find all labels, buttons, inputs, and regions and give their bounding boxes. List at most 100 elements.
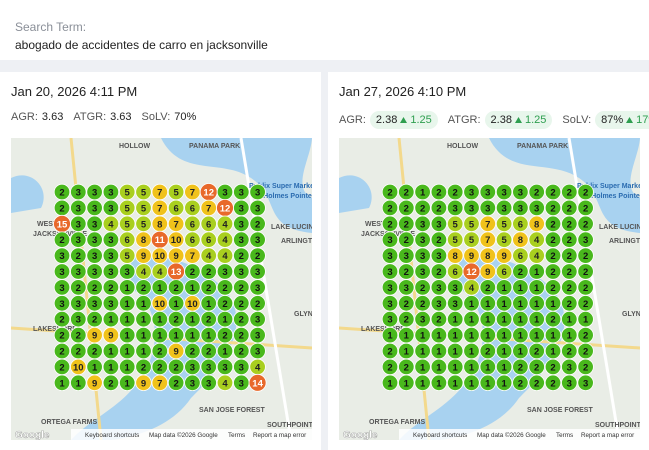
rank-label: 3 (125, 267, 130, 278)
rank-label: 1 (141, 347, 147, 358)
rank-label: 9 (501, 251, 506, 262)
rank-label: 5 (125, 219, 131, 230)
map-footer-text: Terms (228, 432, 245, 439)
rank-label: 3 (255, 283, 260, 294)
rank-label: 1 (436, 378, 442, 389)
rank-label: 3 (76, 188, 81, 199)
rank-label: 1 (567, 331, 573, 342)
rank-label: 1 (485, 378, 491, 389)
rank-marker (135, 374, 152, 392)
rank-label: 1 (518, 347, 524, 358)
highway (239, 138, 293, 440)
rank-label: 1 (404, 331, 410, 342)
google-logo: Google (15, 430, 50, 440)
rank-label: 1 (485, 315, 491, 326)
rank-label: 3 (255, 203, 260, 214)
rank-label: 1 (518, 299, 524, 310)
rank-label: 2 (534, 347, 539, 358)
rank-label: 5 (469, 235, 475, 246)
rank-label: 9 (173, 251, 178, 262)
rank-label: 3 (92, 235, 97, 246)
rank-label: 2 (222, 283, 227, 294)
map-label: WEST (37, 221, 58, 228)
metric-pill: 87% 17% (595, 111, 649, 129)
up-arrow-shape (626, 117, 634, 123)
rank-label: 2 (567, 188, 572, 199)
rank-label: 2 (173, 378, 178, 389)
rank-label: 3 (255, 235, 260, 246)
rank-label: 3 (59, 283, 64, 294)
rank-label: 2 (206, 315, 211, 326)
rank-label: 1 (485, 331, 491, 342)
rank-label: 2 (420, 203, 425, 214)
rank-marker (86, 374, 103, 392)
search-query: abogado de accidentes de carro en jackso… (15, 38, 268, 52)
map-label: at Holmes Pointe (583, 193, 640, 200)
rank-label: 3 (485, 203, 490, 214)
rank-label: 3 (206, 378, 211, 389)
rank-label: 2 (567, 267, 572, 278)
rank-label: 1 (453, 315, 459, 326)
rank-label: 4 (206, 251, 212, 262)
rank-label: 2 (239, 299, 244, 310)
rank-label: 3 (255, 315, 260, 326)
rank-label: 3 (255, 267, 260, 278)
rank-label: 3 (387, 235, 392, 246)
rank-label: 1 (125, 315, 131, 326)
rank-label: 1 (157, 331, 163, 342)
rank-marker (430, 374, 448, 392)
rank-label: 3 (76, 203, 81, 214)
rank-label: 3 (583, 378, 588, 389)
river (161, 138, 312, 233)
rank-label: 2 (157, 362, 162, 373)
map-label: LAKESHORE (361, 326, 405, 333)
rank-label: 1 (125, 283, 131, 294)
rank-label: 1 (550, 331, 556, 342)
map-footer-text: Map data ©2026 Google (477, 431, 546, 439)
rank-label: 3 (255, 331, 260, 342)
result-card: Jan 20, 2026 4:11 PM AGR: 3.63 ATGR: 3.63 SoL… (0, 72, 321, 450)
rank-label: 2 (387, 203, 392, 214)
rank-label: 3 (108, 235, 113, 246)
rank-label: 2 (583, 203, 588, 214)
rank-label: 2 (76, 283, 81, 294)
rank-label: 3 (420, 251, 425, 262)
rank-label: 1 (141, 315, 147, 326)
rank-label: 2 (453, 188, 458, 199)
rank-label: 5 (141, 219, 147, 230)
map-label: LAKESHORE (33, 326, 77, 333)
rank-label: 2 (190, 347, 195, 358)
rank-label: 2 (141, 362, 146, 373)
rank-label: 2 (567, 251, 572, 262)
rank-label: 2 (534, 362, 539, 373)
metric-delta: 1.25 (410, 114, 432, 126)
metric-value: 2.38 (490, 114, 512, 126)
up-arrow (626, 117, 634, 123)
rank-label: 1 (420, 188, 426, 199)
rank-label: 7 (485, 219, 490, 230)
metric: AGR: 2.38 1.25 (339, 111, 438, 129)
rank-label: 12 (203, 188, 214, 199)
rank-label: 2 (255, 299, 260, 310)
rank-label: 1 (108, 362, 114, 373)
rank-label: 1 (59, 378, 65, 389)
rank-label: 2 (59, 347, 64, 358)
rank-label: 2 (404, 188, 409, 199)
rank-label: 9 (141, 251, 146, 262)
rank-label: 1 (453, 331, 459, 342)
rank-label: 2 (550, 378, 555, 389)
map-footer-text: Map data ©2026 Google (149, 431, 218, 439)
map-footer-text: Terms (556, 432, 573, 439)
metric: ATGR: 3.63 (73, 111, 131, 123)
rank-label: 1 (469, 315, 475, 326)
map-footer-text: Report a map error (581, 432, 634, 439)
rank-label: 1 (125, 378, 131, 389)
rank-label: 2 (59, 188, 64, 199)
rank-label: 1 (206, 299, 212, 310)
map-label: HOLLOW (447, 143, 478, 150)
rank-label: 10 (155, 251, 166, 262)
rank-label: 3 (567, 362, 572, 373)
rank-label: 1 (534, 315, 540, 326)
rank-label: 6 (173, 203, 178, 214)
